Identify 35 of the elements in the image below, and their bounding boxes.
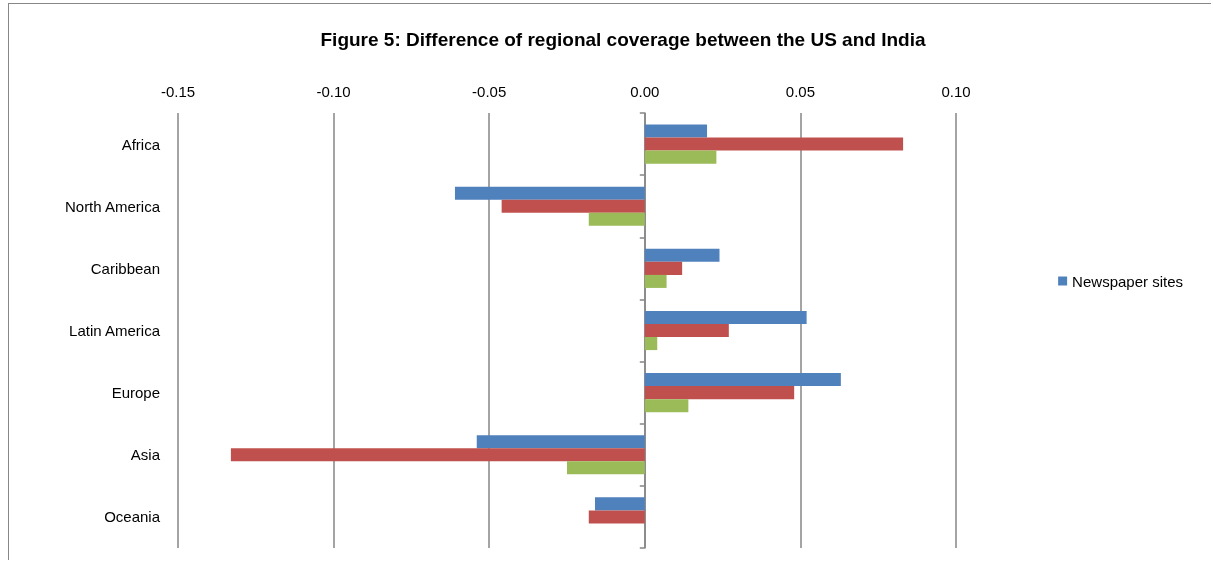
x-tick-label: -0.05 — [472, 83, 507, 100]
bar — [644, 261, 683, 275]
legend-label: Newspaper sites — [1072, 272, 1184, 290]
bar — [476, 435, 645, 449]
y-tick-label: Europe — [111, 384, 160, 402]
bar — [595, 497, 645, 511]
bar — [644, 310, 807, 324]
bar — [644, 274, 667, 288]
bar — [644, 124, 708, 138]
bar — [588, 510, 645, 524]
x-tick-label: 0.05 — [785, 83, 815, 100]
x-tick-label: -0.10 — [316, 83, 351, 100]
bar — [588, 212, 645, 226]
x-tick-label: 0.00 — [630, 83, 660, 100]
y-tick-label: Africa — [121, 135, 161, 153]
bar — [644, 399, 689, 413]
bar — [644, 323, 729, 338]
chart-title: Figure 5: Difference of regional coverage between the US and India — [320, 29, 926, 50]
y-tick-label: Asia — [130, 446, 161, 464]
bar — [644, 337, 658, 351]
bar — [644, 150, 717, 164]
bar — [230, 448, 645, 462]
bar — [644, 386, 795, 400]
bar — [567, 461, 645, 475]
y-tick-label: Caribbean — [90, 259, 160, 277]
bar — [454, 186, 645, 200]
x-tick-label: -0.15 — [160, 83, 196, 100]
bar — [644, 373, 841, 387]
bar — [644, 248, 720, 262]
x-tick-label: 0.10 — [941, 83, 971, 100]
y-tick-label: Latin America — [69, 322, 161, 339]
y-tick-label: North America — [64, 197, 161, 215]
bar — [501, 199, 645, 213]
y-tick-label: Oceania — [104, 508, 161, 526]
bar — [644, 137, 904, 151]
